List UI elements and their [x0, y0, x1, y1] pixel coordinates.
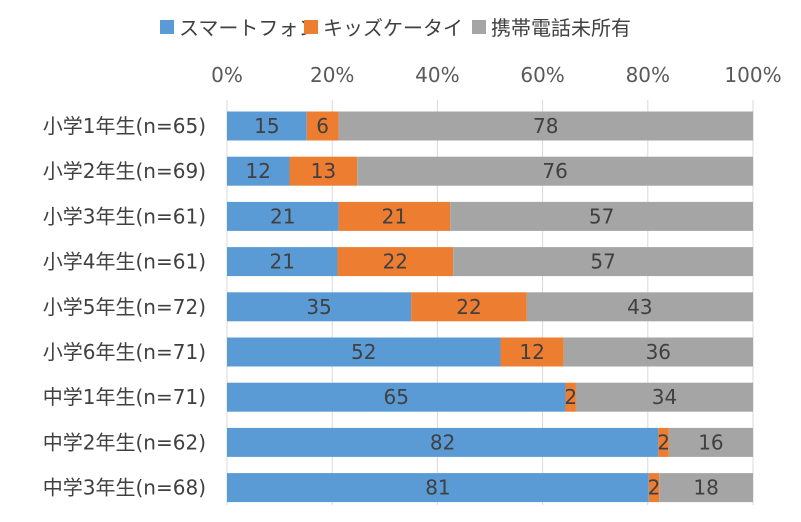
category-label: 中学3年生(n=68) — [43, 476, 206, 500]
data-label: 78 — [533, 114, 558, 138]
legend-label: スマートフォン — [179, 16, 318, 40]
bar-segment-2 — [411, 292, 527, 322]
data-label: 57 — [589, 204, 614, 228]
data-label: 15 — [254, 114, 279, 138]
bar-segment-3 — [668, 427, 753, 457]
bar-segment-3 — [563, 337, 753, 367]
bar-segment-1 — [227, 427, 659, 457]
data-label: 65 — [384, 385, 409, 409]
data-label: 43 — [627, 295, 652, 319]
bar-segment-2 — [337, 247, 454, 277]
bar-segment-1 — [227, 337, 501, 367]
data-label: 2 — [564, 385, 577, 409]
bar-segment-1 — [227, 247, 338, 277]
legend-item-3: 携帯電話未所有 — [472, 16, 631, 40]
category-label: 小学5年生(n=72) — [43, 295, 206, 319]
category-label: 小学4年生(n=61) — [43, 250, 206, 274]
tick-label: 20% — [310, 63, 354, 87]
data-label: 2 — [648, 476, 661, 500]
bar-segment-3 — [453, 247, 753, 277]
data-label: 13 — [311, 159, 336, 183]
category-label: 小学6年生(n=71) — [43, 340, 206, 364]
data-label: 21 — [270, 204, 295, 228]
data-label: 18 — [693, 476, 718, 500]
data-label: 16 — [698, 430, 723, 454]
bar-segment-3 — [575, 382, 753, 412]
legend-swatch — [160, 20, 174, 34]
data-label: 12 — [519, 340, 544, 364]
legend: スマートフォン キッズケータイ 携帯電話未所有 — [160, 16, 631, 40]
data-label: 57 — [590, 250, 615, 274]
bar-segment-1 — [227, 382, 566, 412]
data-label: 2 — [657, 430, 670, 454]
data-label: 36 — [646, 340, 671, 364]
tick-label: 0% — [211, 63, 243, 87]
bar-segment-2 — [565, 382, 576, 412]
category-label: 小学2年生(n=69) — [43, 159, 206, 183]
bar-segment-1 — [227, 292, 412, 322]
y-axis-categories: 小学1年生(n=65) 小学2年生(n=69) 小学3年生(n=61) 小学4年生(n… — [43, 114, 206, 500]
bar-segment-1 — [227, 201, 339, 231]
data-label: 21 — [382, 204, 407, 228]
data-label: 21 — [270, 250, 295, 274]
bar-segment-2 — [289, 156, 358, 186]
bar-segment-2 — [500, 337, 564, 367]
bar-segment-3 — [659, 473, 753, 503]
data-label: 76 — [542, 159, 567, 183]
data-label: 6 — [316, 114, 329, 138]
data-label: 35 — [306, 295, 331, 319]
bar-segment-1 — [227, 111, 307, 141]
legend-swatch — [472, 20, 486, 34]
data-label: 34 — [652, 385, 677, 409]
category-label: 小学3年生(n=61) — [43, 204, 206, 228]
bar-segment-2 — [306, 111, 339, 141]
data-label: 22 — [456, 295, 481, 319]
legend-item-2: キッズケータイ — [304, 16, 463, 40]
data-label: 52 — [351, 340, 376, 364]
tick-label: 100% — [724, 63, 781, 87]
x-axis-ticks: 0% 20% 40% 60% 80% 100% — [211, 63, 781, 87]
legend-item-1: スマートフォン — [160, 16, 318, 40]
legend-label: キッズケータイ — [323, 16, 463, 40]
bar-segment-3 — [338, 111, 753, 141]
tick-label: 60% — [520, 63, 564, 87]
data-label: 22 — [383, 250, 408, 274]
bar-segment-1 — [227, 473, 649, 503]
bar-segment-3 — [357, 156, 753, 186]
bar-segment-3 — [450, 201, 753, 231]
bars — [227, 111, 753, 503]
bar-segment-2 — [658, 427, 669, 457]
bar-segment-3 — [526, 292, 753, 322]
bar-segment-2 — [648, 473, 660, 503]
tick-label: 80% — [626, 63, 670, 87]
bar-segment-1 — [227, 156, 290, 186]
data-label: 81 — [425, 476, 450, 500]
category-label: 小学1年生(n=65) — [43, 114, 206, 138]
category-label: 中学2年生(n=62) — [43, 430, 206, 454]
category-label: 中学1年生(n=71) — [43, 385, 206, 409]
legend-label: 携帯電話未所有 — [491, 16, 631, 40]
tick-label: 40% — [415, 63, 459, 87]
legend-swatch — [304, 20, 318, 34]
data-label: 12 — [246, 159, 271, 183]
data-label: 82 — [430, 430, 455, 454]
bar-segment-2 — [338, 201, 451, 231]
